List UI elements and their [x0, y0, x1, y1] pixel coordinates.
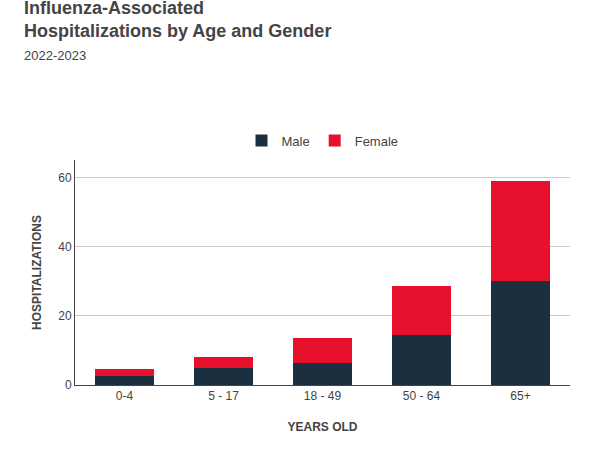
svg-text:Influenza-AssociatedHospitaliz: Influenza-AssociatedHospitalizations by … [24, 0, 331, 63]
svg-text:40: 40 [58, 240, 72, 254]
svg-text:Female: Female [355, 134, 398, 149]
svg-text:5 - 17: 5 - 17 [208, 389, 239, 403]
svg-text:50 - 64: 50 - 64 [403, 389, 441, 403]
svg-text:YEARS OLD: YEARS OLD [287, 420, 357, 434]
svg-text:60: 60 [58, 171, 72, 185]
svg-text:0: 0 [65, 378, 72, 392]
svg-text:18 - 49: 18 - 49 [304, 389, 342, 403]
svg-text:HOSPITALIZATIONS: HOSPITALIZATIONS [30, 215, 44, 330]
svg-text:Male: Male [282, 134, 310, 149]
svg-text:20: 20 [58, 309, 72, 323]
svg-text:0-4: 0-4 [116, 389, 134, 403]
svg-text:65+: 65+ [510, 389, 530, 403]
